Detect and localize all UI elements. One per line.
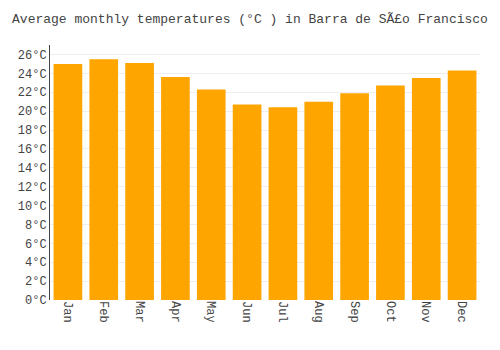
svg-text:Apr: Apr (168, 301, 182, 323)
svg-text:Oct: Oct (383, 301, 397, 323)
svg-text:May: May (203, 301, 217, 323)
svg-text:10°C: 10°C (18, 200, 47, 214)
svg-text:Average monthly temperatures (: Average monthly temperatures (°C ) in Ba… (12, 12, 488, 27)
svg-text:6°C: 6°C (25, 238, 47, 252)
svg-text:Jan: Jan (60, 301, 74, 323)
svg-text:24°C: 24°C (18, 68, 47, 82)
svg-text:Jul: Jul (275, 301, 289, 323)
svg-text:Nov: Nov (418, 301, 432, 323)
svg-text:Dec: Dec (454, 301, 468, 323)
svg-text:Aug: Aug (311, 301, 325, 323)
svg-text:14°C: 14°C (18, 162, 47, 176)
svg-text:20°C: 20°C (18, 105, 47, 119)
svg-text:16°C: 16°C (18, 143, 47, 157)
svg-text:8°C: 8°C (25, 219, 47, 233)
svg-text:22°C: 22°C (18, 86, 47, 100)
svg-text:Jun: Jun (239, 301, 253, 323)
svg-text:18°C: 18°C (18, 124, 47, 138)
svg-text:Feb: Feb (96, 301, 110, 323)
svg-text:12°C: 12°C (18, 181, 47, 195)
svg-text:2°C: 2°C (25, 275, 47, 289)
svg-text:4°C: 4°C (25, 256, 47, 270)
svg-text:26°C: 26°C (18, 49, 47, 63)
svg-text:0°C: 0°C (25, 294, 47, 308)
svg-text:Sep: Sep (347, 301, 361, 323)
svg-text:Mar: Mar (132, 301, 146, 323)
